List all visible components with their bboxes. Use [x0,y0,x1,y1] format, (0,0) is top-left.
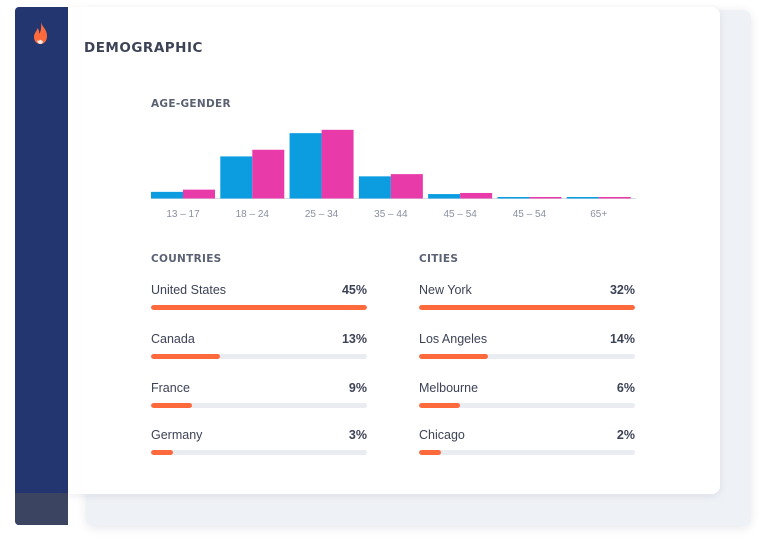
bar-series-b [460,192,493,199]
demographic-card [68,7,720,494]
bar-series-b [183,189,215,199]
flame-icon[interactable] [30,21,52,45]
bar-series-a [151,191,183,199]
row-percentage: 14% [609,332,635,346]
row-label: United States [151,283,227,297]
row-percentage: 13% [341,332,367,346]
x-tick-label: 25 – 34 [305,209,339,220]
progress-track [419,403,635,408]
progress-track [151,305,367,310]
bar-series-b [252,149,285,199]
countries-label: COUNTRIES [151,253,222,265]
row-label: France [151,381,190,395]
row-label: Chicago [419,428,465,442]
progress-fill [151,450,173,455]
sidebar [15,7,68,525]
row-percentage: 9% [348,381,367,395]
x-tick-label: 18 – 24 [236,209,270,220]
row-label: Germany [151,428,203,442]
x-tick-label: 13 – 17 [166,209,200,220]
progress-track [419,450,635,455]
bar-series-b [321,129,354,199]
progress-fill [419,403,461,408]
row-label: Melbourne [419,381,479,395]
x-tick-label: 45 – 54 [513,209,547,220]
progress-fill [151,305,367,310]
bar-series-b [529,197,562,199]
age-gender-label: AGE-GENDER [151,98,231,110]
row-percentage: 2% [616,428,635,442]
progress-track [151,354,367,359]
page-title: DEMOGRAPHIC [84,40,203,56]
row-percentage: 3% [348,428,367,442]
progress-track [151,403,367,408]
progress-fill [419,305,635,310]
x-tick-label: 45 – 54 [443,209,477,220]
x-tick-label: 65+ [590,209,607,220]
progress-track [419,354,635,359]
row-label: Los Angeles [419,332,488,346]
row-percentage: 32% [609,283,635,297]
row-percentage: 6% [616,381,635,395]
bar-series-b [390,174,423,199]
bar-series-a [566,197,599,199]
progress-fill [151,354,221,359]
cities-label: CITIES [419,253,459,265]
sidebar-footer [15,493,68,525]
bar-series-a [428,194,461,199]
x-tick-label: 35 – 44 [374,209,408,220]
bar-series-a [358,176,391,199]
bar-series-a [220,156,253,199]
bar-series-a [289,133,322,199]
progress-fill [419,354,489,359]
row-percentage: 45% [341,283,367,297]
bar-series-b [598,197,631,199]
bar-series-a [497,197,530,199]
row-label: New York [419,283,472,297]
progress-track [419,305,635,310]
progress-fill [419,450,441,455]
progress-fill [151,403,193,408]
row-label: Canada [151,332,195,346]
progress-track [151,450,367,455]
